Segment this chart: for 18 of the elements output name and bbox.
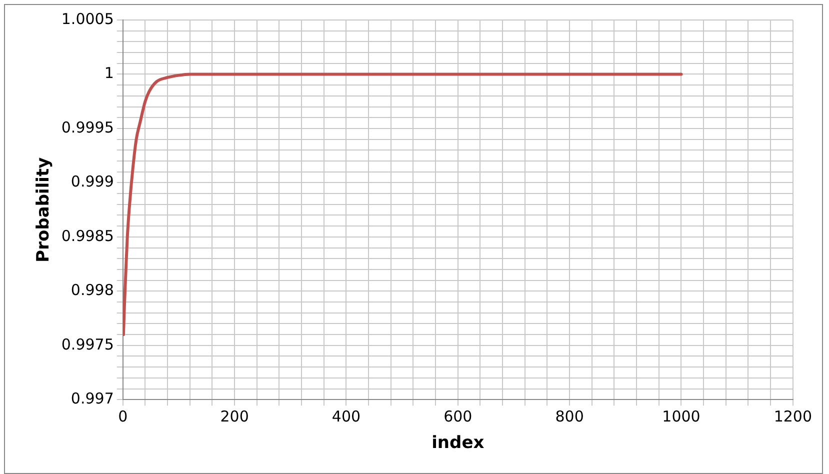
y-tick-label: 0.997 — [70, 389, 114, 408]
x-tick-label: 800 — [555, 407, 584, 426]
y-tick-label: 0.998 — [70, 281, 114, 300]
line-series — [122, 72, 683, 336]
x-tick-label: 400 — [332, 407, 361, 426]
x-axis-title: index — [432, 433, 484, 454]
y-tick-label: 0.9995 — [61, 118, 114, 136]
x-tick-label: 1000 — [662, 407, 700, 426]
x-tick-label: 1200 — [774, 407, 812, 426]
y-tick-label: 0.9985 — [61, 226, 114, 245]
y-tick-label: 1 — [104, 64, 114, 82]
x-tick-label: 600 — [444, 407, 472, 426]
x-tick-label: 0 — [118, 407, 128, 426]
y-tick-label: 0.9975 — [61, 335, 114, 354]
y-axis-title: Probability — [34, 157, 54, 262]
y-tick-label: 0.999 — [70, 172, 114, 191]
y-tick-label: 1.0005 — [61, 10, 114, 28]
x-tick-label: 200 — [220, 407, 249, 426]
